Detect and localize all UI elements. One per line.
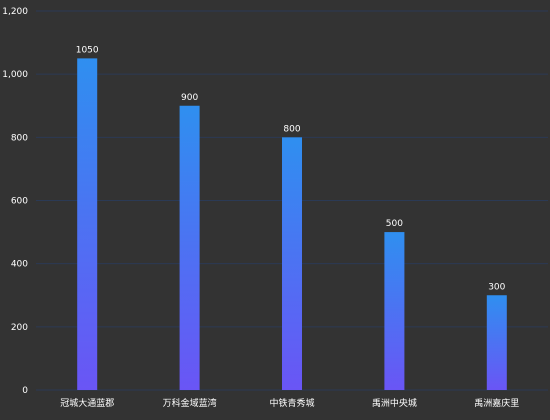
bar: [282, 137, 302, 390]
x-category-label: 万科金域蓝湾: [163, 397, 217, 409]
x-category-label: 中铁青秀城: [269, 397, 314, 409]
bar: [384, 232, 405, 390]
y-tick-label: 800: [11, 133, 28, 143]
y-tick-label: 600: [11, 197, 28, 207]
bar-value-label: 1050: [76, 45, 99, 55]
y-axis-tick-labels: 0 200 400 600 800 1,000 1,200: [2, 7, 28, 396]
bar-value-label: 300: [488, 282, 505, 292]
y-tick-label: 0: [22, 386, 28, 396]
y-tick-label: 1,000: [2, 70, 28, 80]
x-axis-category-labels: 冠城大通蓝郡 万科金域蓝湾 中铁青秀城 禹洲中央城 禹洲嘉庆里: [60, 397, 519, 409]
bar-value-label: 500: [386, 219, 403, 229]
bar: [486, 295, 507, 390]
bars: [77, 58, 507, 390]
bar-value-label: 800: [283, 124, 300, 134]
x-category-label: 禹洲中央城: [372, 397, 417, 409]
y-tick-label: 1,200: [2, 7, 28, 17]
bar: [179, 105, 200, 390]
y-tick-label: 400: [11, 260, 28, 270]
x-category-label: 禹洲嘉庆里: [474, 397, 519, 409]
bar-value-label: 900: [181, 93, 198, 103]
data-labels: 1050 900 800 500 300: [76, 45, 506, 292]
y-tick-label: 200: [11, 323, 28, 333]
x-category-label: 冠城大通蓝郡: [60, 397, 114, 409]
bar: [77, 58, 98, 390]
